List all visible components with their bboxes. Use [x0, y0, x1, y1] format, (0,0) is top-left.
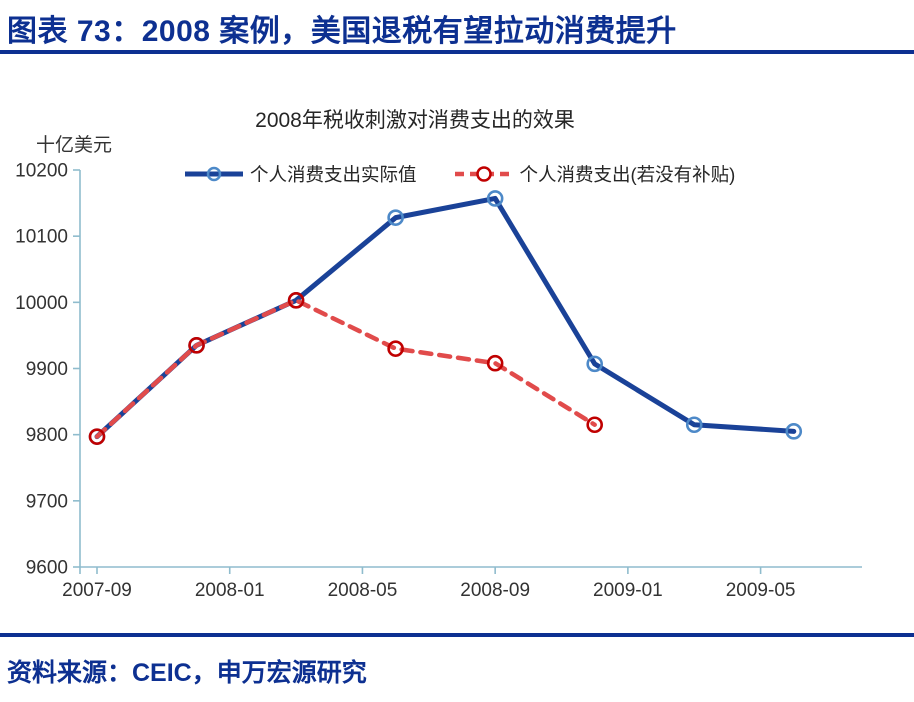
svg-text:9800: 9800 [26, 425, 68, 446]
legend-item-no-subsidy: 个人消费支出(若没有补贴) [453, 161, 736, 187]
figure-header: 图表 73：2008 案例，美国退税有望拉动消费提升 [0, 0, 914, 56]
svg-text:9900: 9900 [26, 359, 68, 380]
svg-text:10200: 10200 [15, 161, 68, 182]
svg-text:2007-09: 2007-09 [62, 580, 132, 601]
source-attribution: 资料来源：CEIC，申万宏源研究 [7, 659, 367, 687]
footer-divider [0, 633, 914, 637]
legend-item-actual: 个人消费支出实际值 [183, 161, 417, 187]
svg-text:2009-01: 2009-01 [593, 580, 663, 601]
header-divider [0, 50, 914, 54]
svg-text:9600: 9600 [26, 558, 68, 579]
chart-legend: 个人消费支出实际值 个人消费支出(若没有补贴) [183, 161, 735, 187]
svg-text:9700: 9700 [26, 491, 68, 512]
figure-title: 图表 73：2008 案例，美国退税有望拉动消费提升 [7, 15, 677, 48]
legend-label-actual: 个人消费支出实际值 [250, 164, 417, 185]
svg-text:2008-09: 2008-09 [460, 580, 530, 601]
svg-text:2008-05: 2008-05 [328, 580, 398, 601]
svg-text:2008-01: 2008-01 [195, 580, 265, 601]
legend-dashed-line-sample [454, 166, 513, 182]
legend-label-no-subsidy: 个人消费支出(若没有补贴) [519, 164, 736, 185]
svg-text:10000: 10000 [15, 293, 68, 314]
y-axis-unit-label: 十亿美元 [36, 135, 113, 156]
chart-title: 2008年税收刺激对消费支出的效果 [255, 109, 575, 132]
legend-solid-line-sample [185, 166, 243, 182]
svg-text:2009-05: 2009-05 [726, 580, 796, 601]
svg-text:10100: 10100 [15, 227, 68, 248]
